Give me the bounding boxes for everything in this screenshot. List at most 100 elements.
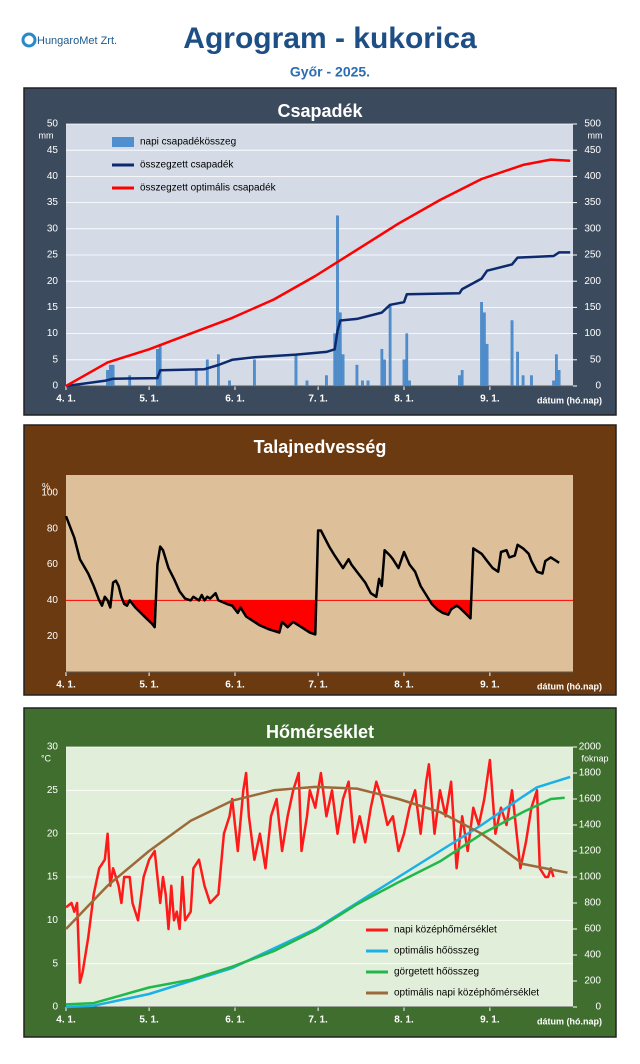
x-axis-label: dátum (hó.nap) — [537, 681, 602, 691]
y-tick-label: 30 — [47, 223, 59, 234]
y2-tick-label: 150 — [584, 302, 601, 313]
bar — [305, 380, 309, 387]
deficit-area — [66, 600, 560, 635]
bar — [458, 375, 461, 387]
y-tick-label: 40 — [47, 595, 59, 606]
y-tick-label: 35 — [47, 197, 59, 208]
x-tick-label: 5. 1. — [139, 1015, 159, 1026]
y2-tick-label: 200 — [584, 976, 601, 987]
y2-tick-label: 500 — [584, 119, 601, 130]
y-tick-label: 25 — [47, 250, 59, 261]
plot-area — [66, 475, 573, 672]
y2-unit: mm — [588, 130, 603, 140]
y2-tick-label: 1400 — [579, 820, 602, 831]
legend-label: összegzett csapadék — [140, 160, 234, 171]
bar — [325, 375, 328, 387]
y-tick-label: 15 — [47, 872, 59, 883]
y2-tick-label: 800 — [584, 898, 601, 909]
x-tick-label: 8. 1. — [394, 394, 414, 405]
x-tick-label: 7. 1. — [308, 1015, 328, 1026]
bar — [482, 312, 486, 387]
chart-panel: Csapadék05101520253035404550050100150200… — [23, 87, 617, 416]
chart-title: Talajnedvesség — [254, 437, 387, 457]
y-unit: °C — [41, 753, 52, 763]
y2-tick-label: 0 — [595, 1002, 601, 1013]
y-tick-label: 30 — [47, 742, 59, 753]
x-tick-label: 7. 1. — [308, 680, 328, 691]
y-tick-label: 15 — [47, 302, 59, 313]
bar — [366, 380, 370, 387]
y-tick-label: 50 — [47, 119, 59, 130]
y-tick-label: 45 — [47, 145, 59, 156]
line-series — [65, 758, 555, 984]
chart-title: Hőmérséklet — [266, 722, 374, 742]
y2-tick-label: 400 — [584, 171, 601, 182]
bar — [530, 375, 533, 387]
y2-tick-label: 300 — [584, 223, 601, 234]
y2-tick-label: 1200 — [579, 846, 602, 857]
y-unit: % — [42, 481, 50, 491]
x-tick-label: 4. 1. — [56, 680, 76, 691]
bar — [338, 312, 342, 387]
y2-tick-label: 450 — [584, 145, 601, 156]
y2-tick-label: 50 — [590, 354, 602, 365]
bar — [480, 302, 483, 387]
x-tick-label: 5. 1. — [139, 394, 159, 405]
y-tick-label: 40 — [47, 171, 59, 182]
y2-tick-label: 350 — [584, 197, 601, 208]
y-tick-label: 10 — [47, 915, 59, 926]
y-tick-label: 80 — [47, 523, 59, 534]
y2-tick-label: 100 — [584, 328, 601, 339]
bar — [405, 333, 409, 387]
page-subtitle: Győr - 2025. — [290, 64, 370, 80]
y-tick-label: 60 — [47, 559, 59, 570]
bar — [253, 359, 256, 387]
y2-tick-label: 1800 — [579, 768, 602, 779]
bar — [111, 364, 115, 387]
bar — [217, 354, 220, 387]
chart-panel: Talajnedvesség 20 40 60 80 100% 4. 1. 5. 1. 6. 1… — [23, 424, 617, 696]
y2-tick-label: 250 — [584, 250, 601, 261]
x-tick-label: 6. 1. — [225, 680, 245, 691]
y2-tick-label: 1600 — [579, 794, 602, 805]
line-series — [64, 515, 560, 636]
bar — [341, 354, 345, 387]
bar — [380, 349, 384, 387]
y-tick-label: 0 — [52, 1002, 58, 1013]
line-series — [65, 158, 571, 388]
x-tick-label: 9. 1. — [480, 1015, 500, 1026]
y-tick-label: 20 — [47, 276, 59, 287]
y-unit: mm — [39, 130, 54, 140]
bar — [555, 354, 558, 387]
line-series — [65, 785, 568, 930]
y2-tick-label: 600 — [584, 924, 601, 935]
chart-panel: Hőmérséklet 0 5 10 15 20 25 30 0 200 400 600 800 1000… — [23, 707, 617, 1038]
bar — [294, 354, 298, 387]
x-tick-label: 6. 1. — [225, 1015, 245, 1026]
x-tick-label: 9. 1. — [480, 394, 500, 405]
bar — [408, 380, 411, 387]
y2-unit: foknap — [581, 753, 608, 763]
legend-label: napi csapadékösszeg — [140, 137, 236, 148]
bar — [460, 370, 464, 387]
bar — [402, 359, 406, 387]
legend-label: optimális napi középhőmérséklet — [394, 988, 539, 999]
bar — [108, 364, 112, 387]
bar — [333, 333, 337, 387]
y2-tick-label: 2000 — [579, 742, 602, 753]
y-tick-label: 20 — [47, 631, 59, 642]
bar — [552, 380, 555, 387]
y-tick-label: 10 — [47, 328, 59, 339]
bar — [205, 359, 209, 387]
chart-title: Csapadék — [277, 101, 363, 121]
y-tick-label: 20 — [47, 828, 59, 839]
bar — [355, 364, 359, 387]
x-tick-label: 6. 1. — [225, 394, 245, 405]
legend-label: összegzett optimális csapadék — [140, 183, 277, 194]
legend-label: napi középhőmérséklet — [394, 925, 497, 936]
bar — [361, 380, 364, 387]
legend-label: görgetett hőösszeg — [394, 967, 479, 978]
x-tick-label: 8. 1. — [394, 1015, 414, 1026]
y2-tick-label: 400 — [584, 950, 601, 961]
y2-tick-label: 200 — [584, 276, 601, 287]
